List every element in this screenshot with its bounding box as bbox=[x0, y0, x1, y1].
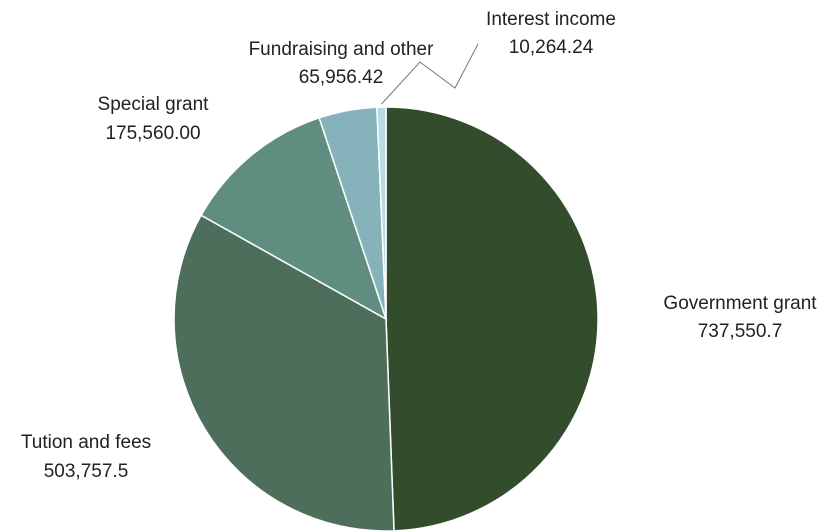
pie-slice-tution-and-fees bbox=[173, 214, 395, 531]
slice-value-tution-and-fees: 503,757.5 bbox=[44, 461, 129, 482]
leader-line-interest-income bbox=[381, 43, 479, 105]
pie-slice-government-grant bbox=[385, 106, 599, 531]
pie-slice-interest-income bbox=[376, 106, 387, 320]
slice-label-fundraising-and-other: Fundraising and other bbox=[249, 39, 435, 60]
slice-value-interest-income: 10,264.24 bbox=[509, 37, 594, 58]
slice-value-government-grant: 737,550.7 bbox=[698, 321, 783, 342]
pie-slice-special-grant bbox=[200, 116, 388, 321]
slice-label-interest-income: Interest income bbox=[486, 9, 616, 30]
slice-value-fundraising-and-other: 65,956.42 bbox=[299, 67, 384, 88]
slice-label-government-grant: Government grant bbox=[663, 293, 817, 314]
slice-label-tution-and-fees: Tution and fees bbox=[21, 432, 151, 453]
slice-label-special-grant: Special grant bbox=[98, 94, 210, 115]
slice-value-special-grant: 175,560.00 bbox=[105, 123, 200, 144]
